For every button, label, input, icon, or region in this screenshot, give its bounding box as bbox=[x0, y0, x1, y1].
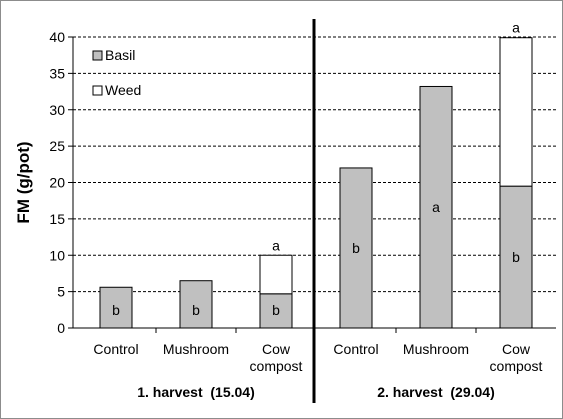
y-tick-label: 5 bbox=[57, 284, 65, 300]
y-tick-label: 10 bbox=[49, 247, 65, 263]
significance-letter: b bbox=[352, 240, 360, 256]
category-label: Cow bbox=[262, 341, 291, 357]
bar-basil bbox=[339, 167, 373, 329]
bar-basil bbox=[259, 293, 293, 329]
harvest-group-label: 2. harvest (29.04) bbox=[377, 384, 495, 400]
bar-basil bbox=[99, 286, 133, 329]
significance-letter: b bbox=[192, 302, 200, 318]
y-axis-label: FM (g/pot) bbox=[14, 141, 33, 223]
significance-letter: a bbox=[512, 20, 520, 36]
bar-weed bbox=[259, 254, 293, 295]
legend: Basil Weed bbox=[92, 47, 141, 98]
legend-label: Basil bbox=[105, 47, 135, 63]
y-tick-label: 20 bbox=[49, 175, 65, 191]
category-label: Control bbox=[333, 341, 378, 357]
bar-basil bbox=[419, 85, 453, 329]
significance-letter: b bbox=[272, 302, 280, 318]
significance-letter: a bbox=[432, 199, 440, 215]
y-tick-label: 0 bbox=[57, 320, 65, 336]
category-label: Mushroom bbox=[163, 341, 229, 357]
labels: 0 5 10 15 20 25 30 35 40 b b b a b a b a Control Mushroom C… bbox=[14, 20, 543, 400]
y-tick-label: 30 bbox=[49, 102, 65, 118]
bars bbox=[99, 37, 533, 329]
category-label: compost bbox=[250, 358, 303, 374]
axes bbox=[68, 19, 556, 403]
category-label: Mushroom bbox=[403, 341, 469, 357]
y-tick-label: 35 bbox=[49, 65, 65, 81]
legend-swatch-weed bbox=[92, 85, 103, 96]
significance-letter: b bbox=[112, 302, 120, 318]
bar-weed bbox=[499, 37, 533, 187]
category-label: compost bbox=[490, 358, 543, 374]
category-label: Cow bbox=[502, 341, 531, 357]
legend-label: Weed bbox=[105, 82, 141, 98]
category-label: Control bbox=[93, 341, 138, 357]
harvest-group-label: 1. harvest (15.04) bbox=[137, 384, 255, 400]
y-tick-label: 25 bbox=[49, 138, 65, 154]
y-tick-label: 15 bbox=[49, 211, 65, 227]
y-tick-label: 40 bbox=[49, 29, 65, 45]
significance-letter: b bbox=[512, 249, 520, 265]
legend-swatch-basil bbox=[92, 50, 103, 61]
significance-letter: a bbox=[272, 237, 280, 253]
